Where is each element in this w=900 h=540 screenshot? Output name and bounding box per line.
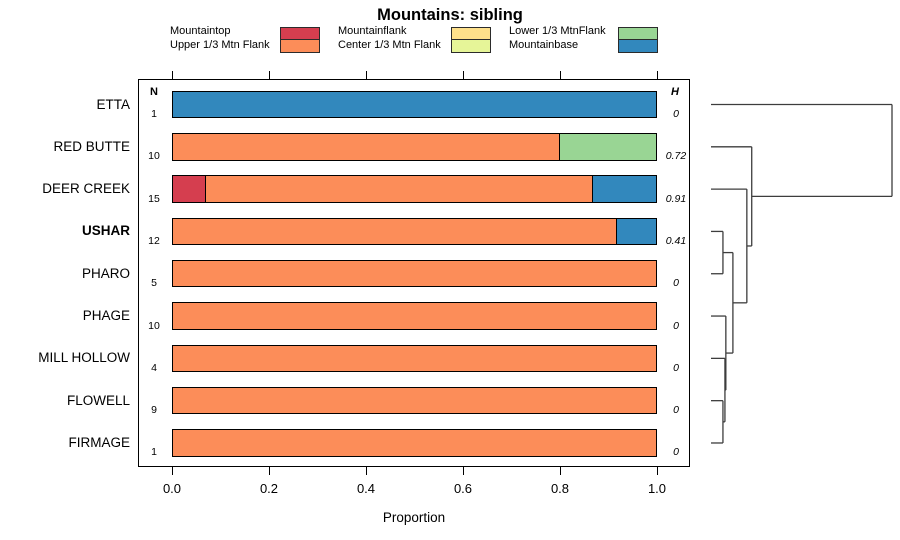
legend-swatch-lower-1-3-mtnflank — [618, 27, 658, 40]
h-value: 0 — [673, 361, 679, 374]
row-label-red-butte: RED BUTTE — [53, 138, 130, 154]
stacked-bar-9 — [172, 429, 657, 457]
x-tick-top — [463, 71, 465, 79]
bar-segment — [173, 260, 656, 287]
x-tick-label: 0.4 — [356, 481, 376, 496]
h-value: 0.91 — [665, 192, 687, 205]
row-label-ushar: USHAR — [81, 223, 130, 239]
bar-segment — [173, 303, 656, 329]
x-tick-top — [366, 71, 368, 79]
x-tick-top — [269, 71, 271, 79]
row-label-mill-hollow: MILL HOLLOW — [38, 350, 130, 366]
n-value: 10 — [148, 150, 160, 163]
legend-labels-col1: Mountaintop Upper 1/3 Mtn Flank — [170, 25, 270, 52]
x-tick-top — [560, 71, 562, 79]
x-tick-bottom — [269, 467, 271, 475]
h-value: 0 — [673, 108, 679, 120]
n-value: 10 — [148, 319, 160, 332]
x-tick-bottom — [657, 467, 659, 475]
n-value: 5 — [151, 277, 157, 290]
legend-swatches-col3 — [618, 27, 658, 53]
x-tick-top — [172, 71, 174, 79]
h-value: 0.72 — [665, 150, 687, 163]
bar-segment — [173, 176, 206, 202]
x-tick-label: 0.8 — [550, 481, 570, 496]
stacked-bar-1 — [172, 90, 657, 119]
bar-segment — [591, 176, 656, 202]
legend-label: Lower 1/3 MtnFlank — [509, 25, 606, 37]
bar-segment — [559, 134, 656, 160]
legend-swatches-col1 — [280, 27, 320, 53]
row-label-pharo: PHARO — [81, 265, 130, 281]
legend-label: Mountainflank — [338, 25, 407, 37]
n-value: 12 — [148, 234, 160, 247]
row-label-firmage: FIRMAGE — [68, 434, 130, 450]
x-tick-label: 0.0 — [162, 481, 182, 496]
bar-segment — [173, 430, 656, 456]
bar-segment — [173, 91, 656, 118]
row-label-deer-creek: DEER CREEK — [42, 181, 130, 197]
n-value: 1 — [151, 446, 157, 459]
x-tick-top — [657, 71, 659, 79]
stacked-bar-5 — [172, 259, 657, 288]
h-value: 0 — [673, 319, 679, 332]
bar-segment — [205, 176, 592, 202]
x-tick-label: 0.6 — [453, 481, 473, 496]
legend-label: Center 1/3 Mtn Flank — [338, 38, 441, 51]
stacked-bar-6 — [172, 302, 657, 330]
stacked-bar-4 — [172, 217, 657, 246]
stacked-bar-3 — [172, 175, 657, 203]
bar-segment — [173, 218, 616, 245]
h-value: 0 — [673, 446, 679, 459]
h-value: 0 — [673, 277, 679, 290]
legend-swatch-upper-1-3-mtn-flank — [280, 40, 320, 53]
stacked-bar-7 — [172, 344, 657, 373]
bar-segment — [173, 387, 656, 414]
stacked-bar-2 — [172, 133, 657, 161]
n-value: 15 — [148, 192, 160, 205]
h-column-header: H — [671, 86, 679, 98]
n-column-header: N — [150, 86, 158, 98]
legend-swatch-mountainbase — [618, 40, 658, 53]
n-value: 4 — [151, 361, 157, 374]
x-axis-title: Proportion — [382, 510, 446, 525]
x-tick-bottom — [172, 467, 174, 475]
row-label-phage: PHAGE — [82, 308, 130, 324]
h-value: 0 — [673, 404, 679, 417]
legend-swatch-mountainflank — [451, 27, 491, 40]
x-tick-label: 0.2 — [259, 481, 279, 496]
row-label-etta: ETTA — [96, 96, 131, 112]
x-tick-bottom — [463, 467, 465, 475]
legend-label: Mountaintop — [170, 25, 231, 37]
n-value: 9 — [151, 404, 157, 417]
bar-segment — [173, 345, 656, 372]
legend-labels-col2: Mountainflank Center 1/3 Mtn Flank — [338, 25, 441, 52]
legend-label: Mountainbase — [509, 38, 579, 51]
bar-segment — [173, 134, 560, 160]
legend-swatch-center-1-3-mtn-flank — [451, 40, 491, 53]
legend-swatches-col2 — [451, 27, 491, 53]
x-tick-bottom — [560, 467, 562, 475]
chart-title: Mountains: sibling — [377, 6, 523, 24]
n-value: 1 — [151, 108, 157, 120]
h-value: 0.41 — [665, 234, 687, 247]
x-tick-label: 1.0 — [647, 481, 667, 496]
x-tick-bottom — [366, 467, 368, 475]
legend-labels-col3: Lower 1/3 MtnFlank Mountainbase — [509, 25, 606, 52]
row-label-flowell: FLOWELL — [66, 392, 130, 408]
legend-label: Upper 1/3 Mtn Flank — [170, 38, 270, 51]
stacked-bar-8 — [172, 386, 657, 415]
bar-segment — [615, 218, 656, 245]
legend-swatch-mountaintop — [280, 27, 320, 40]
